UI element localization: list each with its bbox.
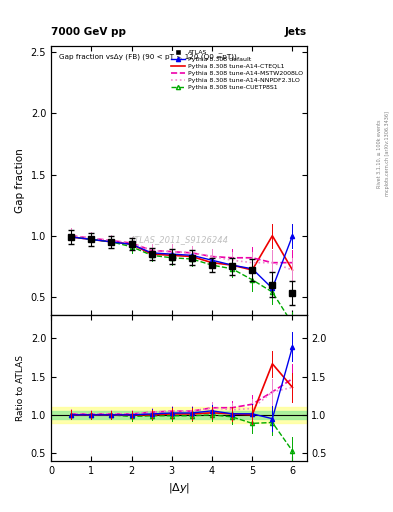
Text: mcplots.cern.ch [arXiv:1306.3436]: mcplots.cern.ch [arXiv:1306.3436] <box>385 111 389 196</box>
X-axis label: $|\Delta y|$: $|\Delta y|$ <box>168 481 190 495</box>
Text: Jets: Jets <box>285 27 307 37</box>
Bar <box>51 411 307 419</box>
Text: Gap fraction vsΔy (FB) (90 < pT < 120 (Q0 =̅pT)): Gap fraction vsΔy (FB) (90 < pT < 120 (Q… <box>59 54 237 61</box>
Text: Rivet 3.1.10, ≥ 100k events: Rivet 3.1.10, ≥ 100k events <box>377 119 382 188</box>
Text: ATLAS_2011_S9126244: ATLAS_2011_S9126244 <box>129 236 228 244</box>
Y-axis label: Gap fraction: Gap fraction <box>15 148 25 213</box>
Bar <box>51 407 307 422</box>
Y-axis label: Ratio to ATLAS: Ratio to ATLAS <box>16 355 25 421</box>
Text: 7000 GeV pp: 7000 GeV pp <box>51 27 126 37</box>
Legend: ATLAS, Pythia 8.308 default, Pythia 8.308 tune-A14-CTEQL1, Pythia 8.308 tune-A14: ATLAS, Pythia 8.308 default, Pythia 8.30… <box>169 47 305 92</box>
